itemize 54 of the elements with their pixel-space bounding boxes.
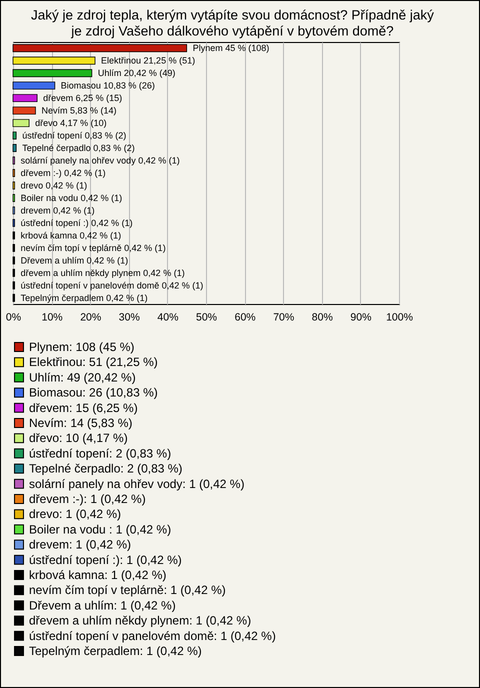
legend-label: drevo: 1 (0,42 %) <box>29 507 122 522</box>
x-tick-label: 0% <box>6 312 22 324</box>
legend-label: nevím čím topí v teplárně: 1 (0,42 %) <box>29 583 226 598</box>
legend-label: Boiler na vodu : 1 (0,42 %) <box>29 522 172 536</box>
x-tick-label: 60% <box>234 312 256 324</box>
chart-title: Jaký je zdroj tepla, kterým vytápíte svou domácnost? Případně jaký je zdroj Vašeho dálkového vytápění v bytovém domě? <box>30 8 434 38</box>
data-label: Nevím 5,83 % (14) <box>42 106 117 116</box>
legend-label: krbová kamna: 1 (0,42 %) <box>29 568 166 582</box>
x-tick-label: 90% <box>350 312 372 324</box>
x-tick-label: 80% <box>312 312 333 324</box>
legend-label: Plynem: 108 (45 %) <box>29 340 134 354</box>
x-tick-label: 50% <box>196 312 218 324</box>
legend-label: dřevem a uhlím někdy plynem: 1 (0,42 %) <box>29 614 252 628</box>
legend-label: dřevem :-): 1 (0,42 %) <box>29 492 146 506</box>
data-label: ústřední topení v panelovém domě 0,42 % (1) <box>20 280 204 290</box>
data-label: dřevem 6,25 % (15) <box>43 93 122 104</box>
legend-label: ústřední topení: 2 (0,83 %) <box>29 446 172 460</box>
x-tick-label: 100% <box>386 312 413 324</box>
data-label: solární panely na ohřev vody 0,42 % (1) <box>20 156 180 166</box>
data-label: Uhlím 20,42 % (49) <box>98 68 176 78</box>
legend-label: solární panely na ohřev vody: 1 (0,42 %) <box>29 476 244 491</box>
legend-label: Biomasou: 26 (10,83 %) <box>29 386 158 400</box>
data-label: ústřední topení 0,83 % (2) <box>22 130 126 141</box>
legend-label: Dřevem a uhlím: 1 (0,42 %) <box>29 598 176 612</box>
data-label: Elektřinou 21,25 % (51) <box>101 56 196 66</box>
data-label: Biomasou 10,83 % (26) <box>60 80 155 91</box>
legend-label: dřevo: 10 (4,17 %) <box>29 431 128 446</box>
data-label: Tepelné čerpadlo 0,83 % (2) <box>22 143 135 154</box>
legend-label: Tepelné čerpadlo: 2 (0,83 %) <box>29 462 182 476</box>
x-tick-label: 30% <box>118 312 140 324</box>
legend-label: ústřední topení :): 1 (0,42 %) <box>29 552 182 567</box>
legend-label: Elektřinou: 51 (21,25 %) <box>29 355 158 370</box>
x-tick-label: 10% <box>42 312 63 324</box>
data-label: nevím čím topí v teplárně 0,42 % (1) <box>20 242 166 253</box>
legend-label: ústřední topení v panelovém domě: 1 (0,42 %) <box>29 628 276 643</box>
data-label: Boiler na vodu 0,42 % (1) <box>20 192 122 203</box>
data-label: dřevem :-) 0,42 % (1) <box>20 168 106 178</box>
legend-label: Uhlím: 49 (20,42 %) <box>29 370 136 384</box>
data-label: dřevo 4,17 % (10) <box>35 118 107 128</box>
x-tick-label: 20% <box>80 312 102 324</box>
legend-label: dřevem: 15 (6,25 %) <box>29 400 138 415</box>
x-tick-label: 70% <box>273 312 294 324</box>
data-label: Plynem 45 % (108) <box>192 43 270 54</box>
data-label: ústřední topení :) 0,42 % (1) <box>20 218 133 228</box>
legend-label: drevem: 1 (0,42 %) <box>29 538 132 552</box>
data-label: drevo 0,42 % (1) <box>20 180 88 190</box>
data-label: Dřevem a uhlím 0,42 % (1) <box>20 255 128 266</box>
data-label: krbová kamna 0,42 % (1) <box>20 230 122 240</box>
data-label: Tepelným čerpadlem 0,42 % (1) <box>20 292 148 303</box>
legend-label: Nevím: 14 (5,83 %) <box>29 416 132 430</box>
x-tick-label: 40% <box>157 312 178 324</box>
data-label: dřevem a uhlím někdy plynem 0,42 % (1) <box>20 268 185 278</box>
data-label: drevem 0,42 % (1) <box>20 205 95 216</box>
legend-label: Tepelným čerpadlem: 1 (0,42 %) <box>29 644 202 658</box>
